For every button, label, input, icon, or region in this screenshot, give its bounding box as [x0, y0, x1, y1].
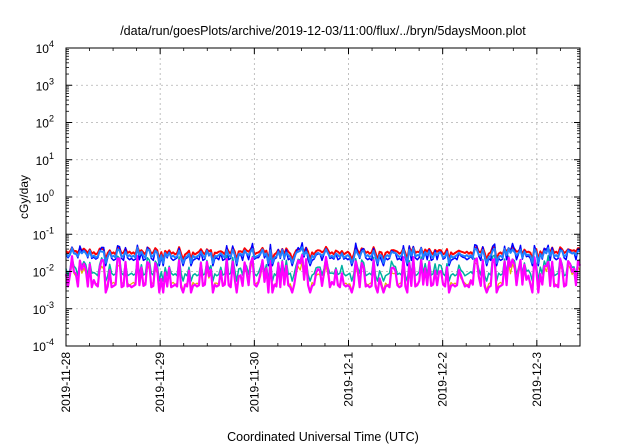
chart-title: /data/run/goesPlots/archive/2019-12-03/1…	[120, 24, 526, 38]
series-line	[65, 253, 581, 282]
y-tick-label: 102	[36, 114, 54, 131]
x-tick-label: 2019-12-3	[530, 352, 544, 407]
x-axis-ticks: 2019-11-28 2019-11-29 2019-11-30 2019-12-1 2…	[59, 48, 561, 413]
y-tick-label: 100	[36, 188, 54, 205]
y-tick-label: 103	[36, 76, 54, 93]
x-tick-label: 2019-11-29	[153, 352, 167, 413]
y-tick-label: 10-2	[33, 263, 54, 280]
x-tick-label: 2019-12-1	[342, 352, 356, 407]
grid	[66, 48, 580, 346]
series-line	[65, 242, 581, 267]
x-axis-label: Coordinated Universal Time (UTC)	[227, 430, 419, 444]
series-line	[64, 253, 582, 294]
series-line	[65, 246, 581, 264]
y-axis-label: cGy/day	[17, 175, 31, 219]
x-tick-label: 2019-12-2	[436, 352, 450, 407]
y-tick-label: 10-4	[33, 337, 54, 354]
y-axis-ticks: 10-4 10-3 10-2 10-1 100 101 102 103 104	[33, 39, 580, 354]
x-tick-label: 2019-11-28	[59, 352, 73, 413]
x-tick-label: 2019-11-30	[247, 352, 261, 413]
y-tick-label: 101	[36, 151, 54, 168]
data-series	[64, 242, 582, 294]
y-tick-label: 104	[36, 39, 54, 56]
y-tick-label: 10-1	[33, 225, 54, 242]
y-tick-label: 10-3	[33, 300, 54, 317]
